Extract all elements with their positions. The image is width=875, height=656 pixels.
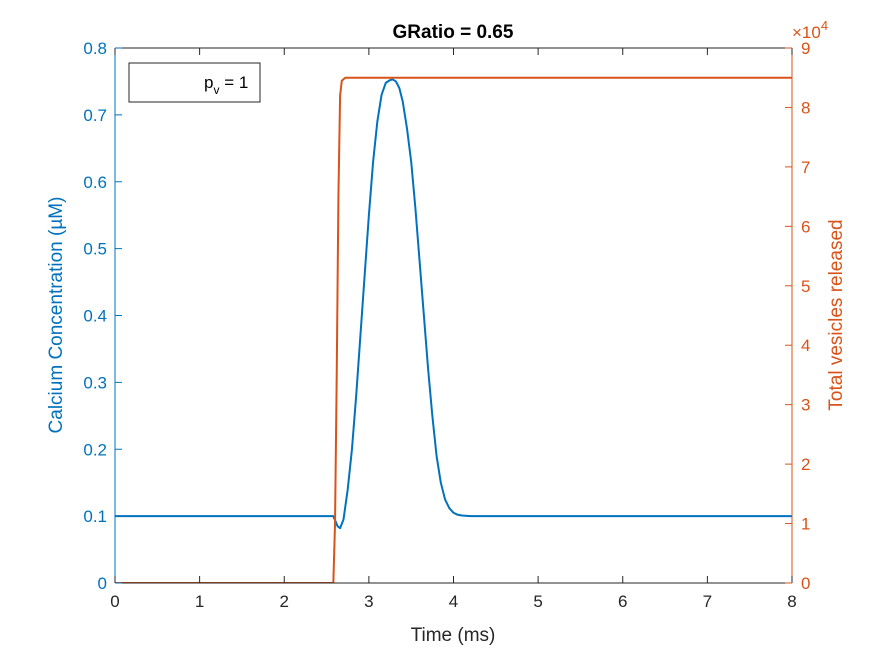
y-right-tick-label: 1 xyxy=(801,515,810,534)
x-tick-label: 4 xyxy=(449,592,458,611)
x-axis-label: Time (ms) xyxy=(411,625,496,646)
right-axis-exponent-power: 4 xyxy=(821,18,828,33)
y-right-tick-label: 9 xyxy=(801,39,810,58)
x-tick-label: 2 xyxy=(280,592,289,611)
x-tick-label: 3 xyxy=(364,592,373,611)
y-left-tick-label: 0.2 xyxy=(83,440,107,459)
legend-entry-value: = 1 xyxy=(219,73,248,92)
calcium-concentration-line xyxy=(115,78,792,530)
x-tick-label: 1 xyxy=(195,592,204,611)
right-axis-exponent-base: ×10 xyxy=(792,23,821,42)
y-left-tick-label: 0.7 xyxy=(83,106,107,125)
x-tick-label: 7 xyxy=(703,592,712,611)
axes-layer: 0 1 2 3 4 5 6 7 800.10.20.30.40.50.60.70.8012345… xyxy=(83,39,810,611)
y-right-tick-label: 5 xyxy=(801,277,810,296)
y-right-tick-label: 0 xyxy=(801,574,810,593)
y-left-tick-label: 0 xyxy=(98,574,107,593)
vesicles-released-line xyxy=(115,76,792,583)
x-tick-label: 0 xyxy=(110,592,119,611)
y-right-tick-label: 8 xyxy=(801,98,810,117)
y-right-tick-label: 4 xyxy=(801,336,810,355)
legend-entry: pv = 1 xyxy=(204,73,248,97)
y-left-tick-label: 0.8 xyxy=(83,39,107,58)
legend: pv = 1 xyxy=(128,62,261,103)
legend-box xyxy=(128,62,261,103)
legend-entry-subscript: v xyxy=(213,83,219,97)
right-axis-exponent: ×104 xyxy=(792,18,828,42)
y-right-tick-label: 6 xyxy=(801,217,810,236)
y-right-tick-label: 2 xyxy=(801,455,810,474)
y-left-tick-label: 0.1 xyxy=(83,507,107,526)
y-right-tick-label: 3 xyxy=(801,396,810,415)
y-axis-left-label: Calcium Concentration (µM) xyxy=(46,197,67,434)
x-tick-label: 5 xyxy=(533,592,542,611)
chart-title: GRatio = 0.65 xyxy=(393,22,514,43)
legend-entry-base: p xyxy=(204,73,213,92)
series-layer xyxy=(115,76,792,583)
plot-area xyxy=(115,48,792,583)
y-left-tick-label: 0.5 xyxy=(83,240,107,259)
y-right-tick-label: 7 xyxy=(801,158,810,177)
y-left-tick-label: 0.3 xyxy=(83,373,107,392)
x-tick-label: 6 xyxy=(618,592,627,611)
y-left-tick-label: 0.4 xyxy=(83,307,107,326)
y-left-tick-label: 0.6 xyxy=(83,173,107,192)
x-tick-label: 8 xyxy=(787,592,796,611)
y-axis-right-label: Total vesicles released xyxy=(826,219,847,410)
